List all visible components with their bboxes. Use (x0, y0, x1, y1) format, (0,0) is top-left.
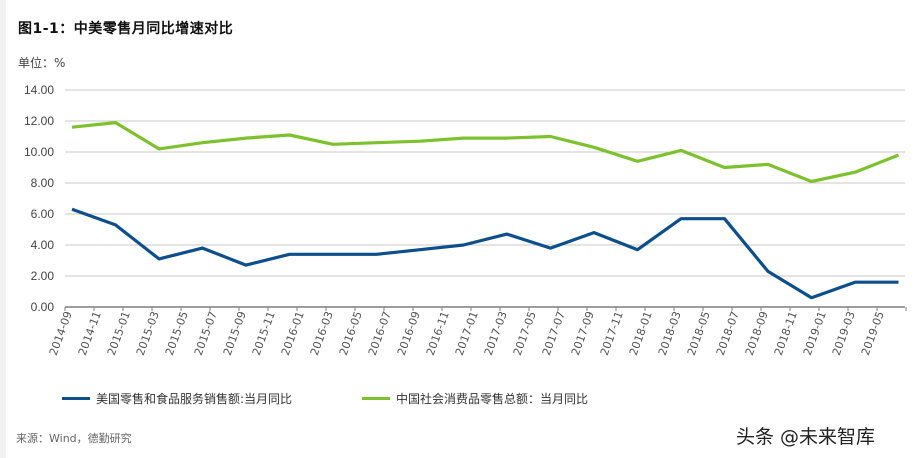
cn-retail-series-line (71, 120, 900, 184)
x-tick-label: 2014-11 (76, 310, 104, 358)
x-tick-label: 2017-01 (453, 310, 481, 358)
x-tick-label: 2015-11 (250, 310, 278, 358)
y-tick-label: 8.00 (31, 176, 55, 190)
x-tick-label: 2017-09 (569, 310, 597, 358)
x-tick-label: 2015-07 (192, 310, 220, 358)
y-tick-label: 14.00 (24, 83, 54, 97)
x-tick-label: 2016-01 (279, 310, 307, 358)
x-tick-label: 2018-05 (685, 310, 713, 358)
watermark: 头条 @未来智库 (736, 426, 876, 448)
x-tick-label: 2016-11 (424, 310, 452, 358)
left-border-strip (0, 0, 6, 458)
x-tick-label: 2016-05 (337, 310, 365, 358)
x-tick-label: 2017-03 (482, 310, 510, 358)
y-tick-label: 2.00 (31, 269, 55, 283)
legend-label-cn: 中国社会消费品零售总额：当月同比 (396, 392, 589, 406)
x-tick-label: 2017-07 (540, 310, 568, 358)
x-tick-label: 2016-03 (308, 310, 336, 358)
x-tick-label: 2019-05 (859, 310, 887, 358)
y-tick-label: 4.00 (31, 238, 55, 252)
x-tick-label: 2018-07 (714, 310, 742, 358)
x-tick-label: 2015-01 (105, 310, 133, 358)
x-tick-label: 2018-11 (772, 310, 800, 358)
x-tick-label: 2017-05 (511, 310, 539, 358)
x-tick-label: 2018-01 (627, 310, 655, 358)
y-tick-label: 6.00 (31, 207, 55, 221)
unit-label: 单位：% (18, 56, 66, 70)
legend-label-us: 美国零售和食品服务销售额:当月同比 (96, 392, 293, 406)
x-tick-label: 2018-03 (656, 310, 684, 358)
legend-item-us: 美国零售和食品服务销售额:当月同比 (62, 390, 292, 407)
x-tick-label: 2015-09 (221, 310, 249, 358)
x-tick-label: 2015-05 (163, 310, 191, 358)
legend-swatch-us (62, 397, 90, 400)
legend-item-cn: 中国社会消费品零售总额：当月同比 (362, 390, 588, 407)
us-retail-series-line (71, 207, 899, 300)
x-tick-label: 2018-09 (743, 310, 771, 358)
x-tick-label: 2015-03 (134, 310, 162, 358)
y-tick-label: 12.00 (24, 114, 54, 128)
line-chart: 0.00 2.00 4.00 6.00 8.00 10.00 12.00 14.00 2014-… (24, 83, 907, 358)
x-tick-label: 2016-09 (395, 310, 423, 358)
x-tick-label: 2019-03 (830, 310, 858, 358)
x-tick-label: 2016-07 (366, 310, 394, 358)
y-tick-label: 10.00 (24, 145, 54, 159)
x-tick-label: 2014-09 (47, 310, 75, 358)
chart-title: 图1-1：中美零售月同比增速对比 (18, 21, 234, 37)
y-tick-label: 0.00 (31, 300, 55, 314)
x-tick-label: 2017-11 (598, 310, 626, 358)
source-note: 来源：Wind，德勤研究 (16, 432, 132, 445)
x-tick-label: 2019-01 (801, 310, 829, 358)
legend-swatch-cn (362, 397, 390, 400)
